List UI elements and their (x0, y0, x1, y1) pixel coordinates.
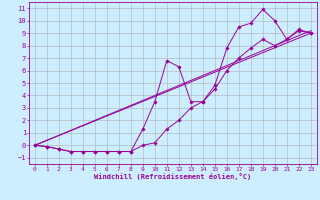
X-axis label: Windchill (Refroidissement éolien,°C): Windchill (Refroidissement éolien,°C) (94, 173, 252, 180)
